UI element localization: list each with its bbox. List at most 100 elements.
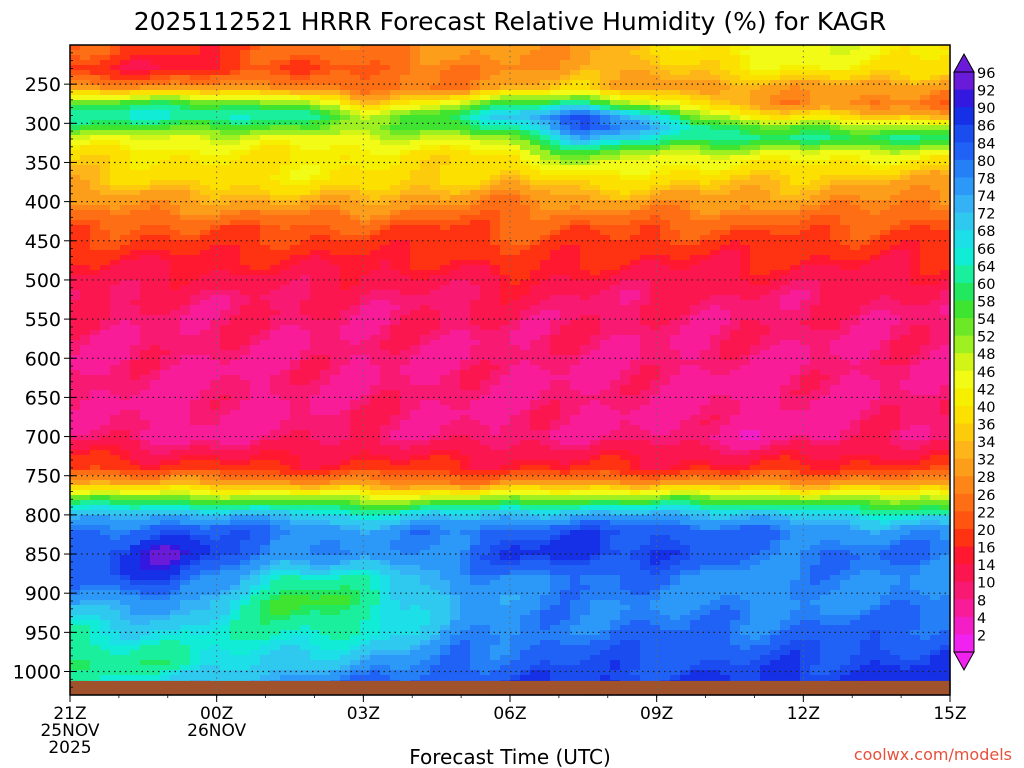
heatmap-cell: [170, 385, 181, 391]
heatmap-cell: [280, 330, 291, 336]
heatmap-cell: [410, 545, 421, 551]
heatmap-cell: [70, 615, 81, 621]
heatmap-cell: [240, 530, 251, 536]
heatmap-cell: [200, 175, 211, 181]
heatmap-cell: [70, 210, 81, 216]
heatmap-cell: [420, 70, 431, 76]
heatmap-cell: [220, 485, 231, 491]
heatmap-cell: [360, 315, 371, 321]
heatmap-cell: [370, 225, 381, 231]
heatmap-cell: [280, 350, 291, 356]
heatmap-cell: [390, 670, 401, 676]
heatmap-cell: [80, 305, 91, 311]
heatmap-cell: [410, 85, 421, 91]
heatmap-cell: [210, 225, 221, 231]
heatmap-cell: [390, 240, 401, 246]
heatmap-cell: [390, 445, 401, 451]
heatmap-cell: [380, 110, 391, 116]
heatmap-cell: [420, 200, 431, 206]
heatmap-cell: [310, 400, 321, 406]
heatmap-cell: [370, 110, 381, 116]
heatmap-cell: [90, 435, 101, 441]
heatmap-cell: [430, 345, 441, 351]
heatmap-cell: [70, 545, 81, 551]
heatmap-cell: [190, 500, 201, 506]
heatmap-cell: [140, 575, 151, 581]
heatmap-cell: [130, 295, 141, 301]
heatmap-cell: [170, 205, 181, 211]
heatmap-cell: [140, 335, 151, 341]
heatmap-cell: [120, 205, 131, 211]
heatmap-cell: [390, 55, 401, 61]
heatmap-cell: [440, 350, 451, 356]
heatmap-cell: [200, 215, 211, 221]
heatmap-cell: [410, 55, 421, 61]
heatmap-cell: [380, 95, 391, 101]
heatmap-cell: [290, 275, 301, 281]
heatmap-cell: [80, 105, 91, 111]
heatmap-cell: [260, 225, 271, 231]
heatmap-cell: [120, 125, 131, 131]
heatmap-cell: [350, 270, 361, 276]
heatmap-cell: [100, 150, 111, 156]
heatmap-cell: [100, 50, 111, 56]
heatmap-cell: [280, 220, 291, 226]
heatmap-cell: [90, 495, 101, 501]
heatmap-cell: [360, 385, 371, 391]
heatmap-cell: [140, 410, 151, 416]
heatmap-cell: [290, 80, 301, 86]
heatmap-cell: [320, 510, 331, 516]
heatmap-cell: [340, 385, 351, 391]
heatmap-cell: [220, 405, 231, 411]
heatmap-cell: [370, 485, 381, 491]
heatmap-cell: [80, 95, 91, 101]
heatmap-cell: [120, 70, 131, 76]
heatmap-cell: [320, 670, 331, 676]
heatmap-cell: [330, 475, 341, 481]
heatmap-cell: [120, 400, 131, 406]
heatmap-cell: [90, 410, 101, 416]
heatmap-cell: [340, 305, 351, 311]
heatmap-cell: [350, 490, 361, 496]
heatmap-cell: [310, 125, 321, 131]
heatmap-cell: [430, 175, 441, 181]
heatmap-cell: [440, 235, 451, 241]
heatmap-cell: [300, 510, 311, 516]
heatmap-cell: [440, 570, 451, 576]
heatmap-cell: [130, 55, 141, 61]
heatmap-cell: [160, 620, 171, 626]
heatmap-cell: [110, 155, 121, 161]
heatmap-cell: [420, 405, 431, 411]
heatmap-cell: [310, 615, 321, 621]
heatmap-cell: [410, 370, 421, 376]
heatmap-cell: [250, 290, 261, 296]
heatmap-cell: [240, 355, 251, 361]
heatmap-cell: [220, 125, 231, 131]
heatmap-cell: [200, 675, 211, 681]
heatmap-cell: [100, 480, 111, 486]
heatmap-cell: [110, 470, 121, 476]
heatmap-cell: [90, 660, 101, 666]
heatmap-cell: [200, 430, 211, 436]
heatmap-cell: [270, 340, 281, 346]
heatmap-cell: [120, 565, 131, 571]
heatmap-cell: [270, 155, 281, 161]
heatmap-cell: [90, 580, 101, 586]
heatmap-cell: [290, 340, 301, 346]
heatmap-cell: [130, 525, 141, 531]
heatmap-cell: [110, 205, 121, 211]
heatmap-cell: [130, 120, 141, 126]
heatmap-cell: [110, 75, 121, 81]
heatmap-cell: [410, 445, 421, 451]
heatmap-cell: [360, 585, 371, 591]
heatmap-cell: [350, 525, 361, 531]
heatmap-cell: [450, 220, 461, 226]
heatmap-cell: [240, 440, 251, 446]
heatmap-cell: [150, 170, 161, 176]
heatmap-cell: [340, 260, 351, 266]
heatmap-cell: [380, 530, 391, 536]
heatmap-cell: [170, 435, 181, 441]
heatmap-cell: [90, 570, 101, 576]
heatmap-cell: [180, 225, 191, 231]
heatmap-cell: [110, 380, 121, 386]
